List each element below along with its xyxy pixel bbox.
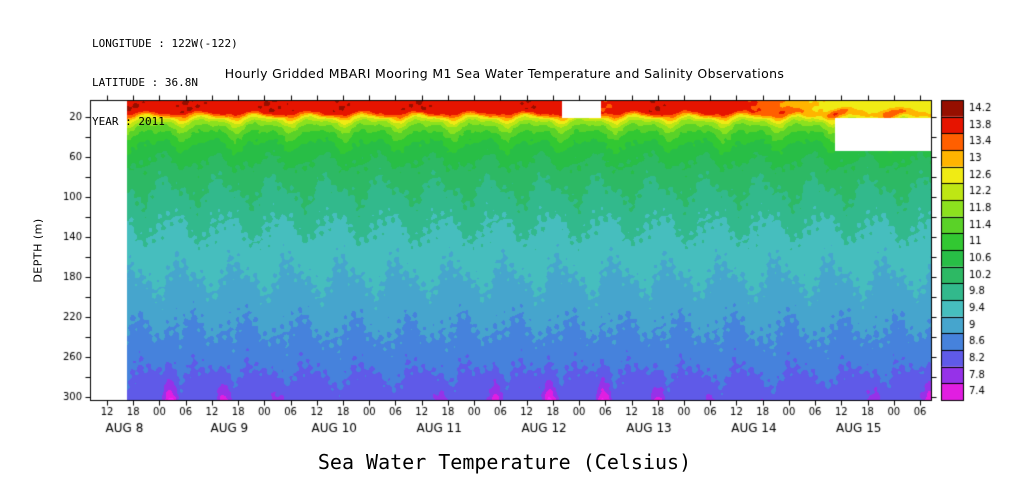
chart-title: Hourly Gridded MBARI Mooring M1 Sea Wate… [224,66,785,81]
latitude-label: LATITUDE : 36.8N [92,76,198,89]
year-label: YEAR : 2011 [92,115,165,128]
figure-caption: Sea Water Temperature (Celsius) [317,450,692,474]
metadata-block: LONGITUDE : 122W(-122) LATITUDE : 36.8N … [92,11,238,154]
longitude-label: LONGITUDE : 122W(-122) [92,37,238,50]
y-axis-title: DEPTH (m) [31,218,45,283]
